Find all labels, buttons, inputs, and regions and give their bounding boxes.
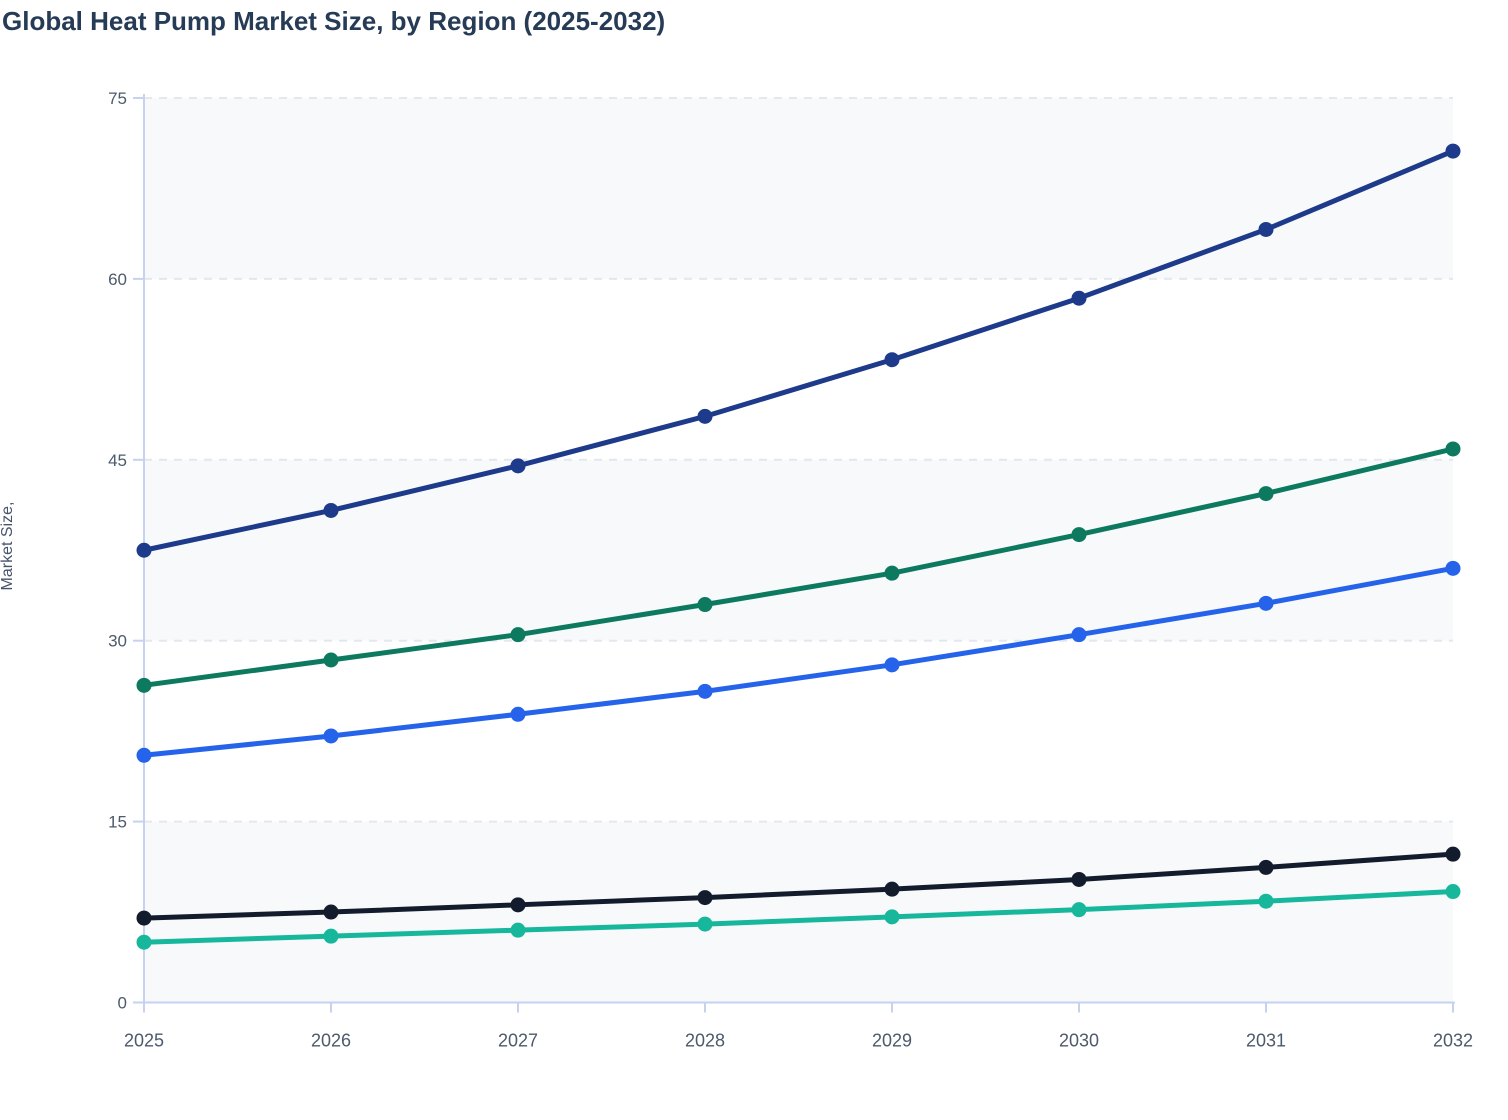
y-tick-label: 15 [108, 813, 127, 832]
data-point-navy-2028 [697, 408, 713, 424]
data-point-teal-2032 [1445, 884, 1461, 900]
data-point-teal-2027 [510, 922, 526, 938]
data-point-blue-2028 [697, 683, 713, 699]
y-tick-label: 75 [108, 89, 127, 108]
data-point-black-2030 [1071, 871, 1087, 887]
data-point-navy-2031 [1258, 221, 1274, 237]
data-point-black-2032 [1445, 846, 1461, 862]
y-tick-label: 60 [108, 270, 127, 289]
y-tick-label: 30 [108, 632, 127, 651]
data-point-black-2031 [1258, 859, 1274, 875]
data-point-navy-2026 [323, 502, 339, 518]
data-point-teal-2028 [697, 916, 713, 932]
y-tick-label: 45 [108, 451, 127, 470]
data-point-teal-2030 [1071, 902, 1087, 918]
y-axis-label: Market Size, [0, 501, 16, 591]
plot-band [144, 459, 1453, 641]
data-point-green-2029 [884, 565, 900, 581]
data-point-black-2028 [697, 890, 713, 906]
data-point-blue-2026 [323, 728, 339, 744]
data-point-green-2026 [323, 652, 339, 668]
data-point-navy-2030 [1071, 290, 1087, 306]
data-point-navy-2027 [510, 458, 526, 474]
data-point-blue-2025 [136, 747, 152, 763]
x-tick-label: 2031 [1246, 1031, 1286, 1051]
data-point-green-2025 [136, 677, 152, 693]
data-point-blue-2027 [510, 706, 526, 722]
x-tick-label: 2028 [685, 1031, 725, 1051]
data-point-green-2027 [510, 627, 526, 643]
data-point-blue-2031 [1258, 595, 1274, 611]
x-tick-label: 2026 [311, 1031, 351, 1051]
series-line-green [141, 446, 1456, 688]
plot-band [144, 98, 1453, 279]
data-point-navy-2032 [1445, 143, 1461, 159]
data-point-navy-2029 [884, 352, 900, 368]
y-tick-label: 0 [118, 994, 127, 1013]
data-point-blue-2032 [1445, 560, 1461, 576]
x-tick-label: 2025 [124, 1031, 164, 1051]
data-point-teal-2026 [323, 928, 339, 944]
data-point-black-2029 [884, 881, 900, 897]
x-tick-label: 2030 [1059, 1031, 1099, 1051]
data-point-black-2027 [510, 897, 526, 913]
data-point-green-2032 [1445, 441, 1461, 457]
chart-title: Global Heat Pump Market Size, by Region … [2, 6, 666, 36]
data-point-teal-2029 [884, 909, 900, 925]
x-tick-label: 2029 [872, 1031, 912, 1051]
data-point-green-2028 [697, 597, 713, 613]
data-point-navy-2025 [136, 542, 152, 558]
data-point-teal-2031 [1258, 893, 1274, 909]
data-point-black-2025 [136, 910, 152, 926]
data-point-blue-2030 [1071, 627, 1087, 643]
data-point-black-2026 [323, 904, 339, 920]
data-point-blue-2029 [884, 657, 900, 673]
data-point-green-2031 [1258, 486, 1274, 502]
series-line-blue [141, 565, 1456, 758]
series-line-black [141, 851, 1456, 921]
x-tick-label: 2032 [1433, 1031, 1473, 1051]
data-point-teal-2025 [136, 934, 152, 950]
series-line-teal [141, 889, 1456, 945]
series-line-navy [141, 148, 1456, 553]
x-tick-label: 2027 [498, 1031, 538, 1051]
data-point-green-2030 [1071, 527, 1087, 543]
